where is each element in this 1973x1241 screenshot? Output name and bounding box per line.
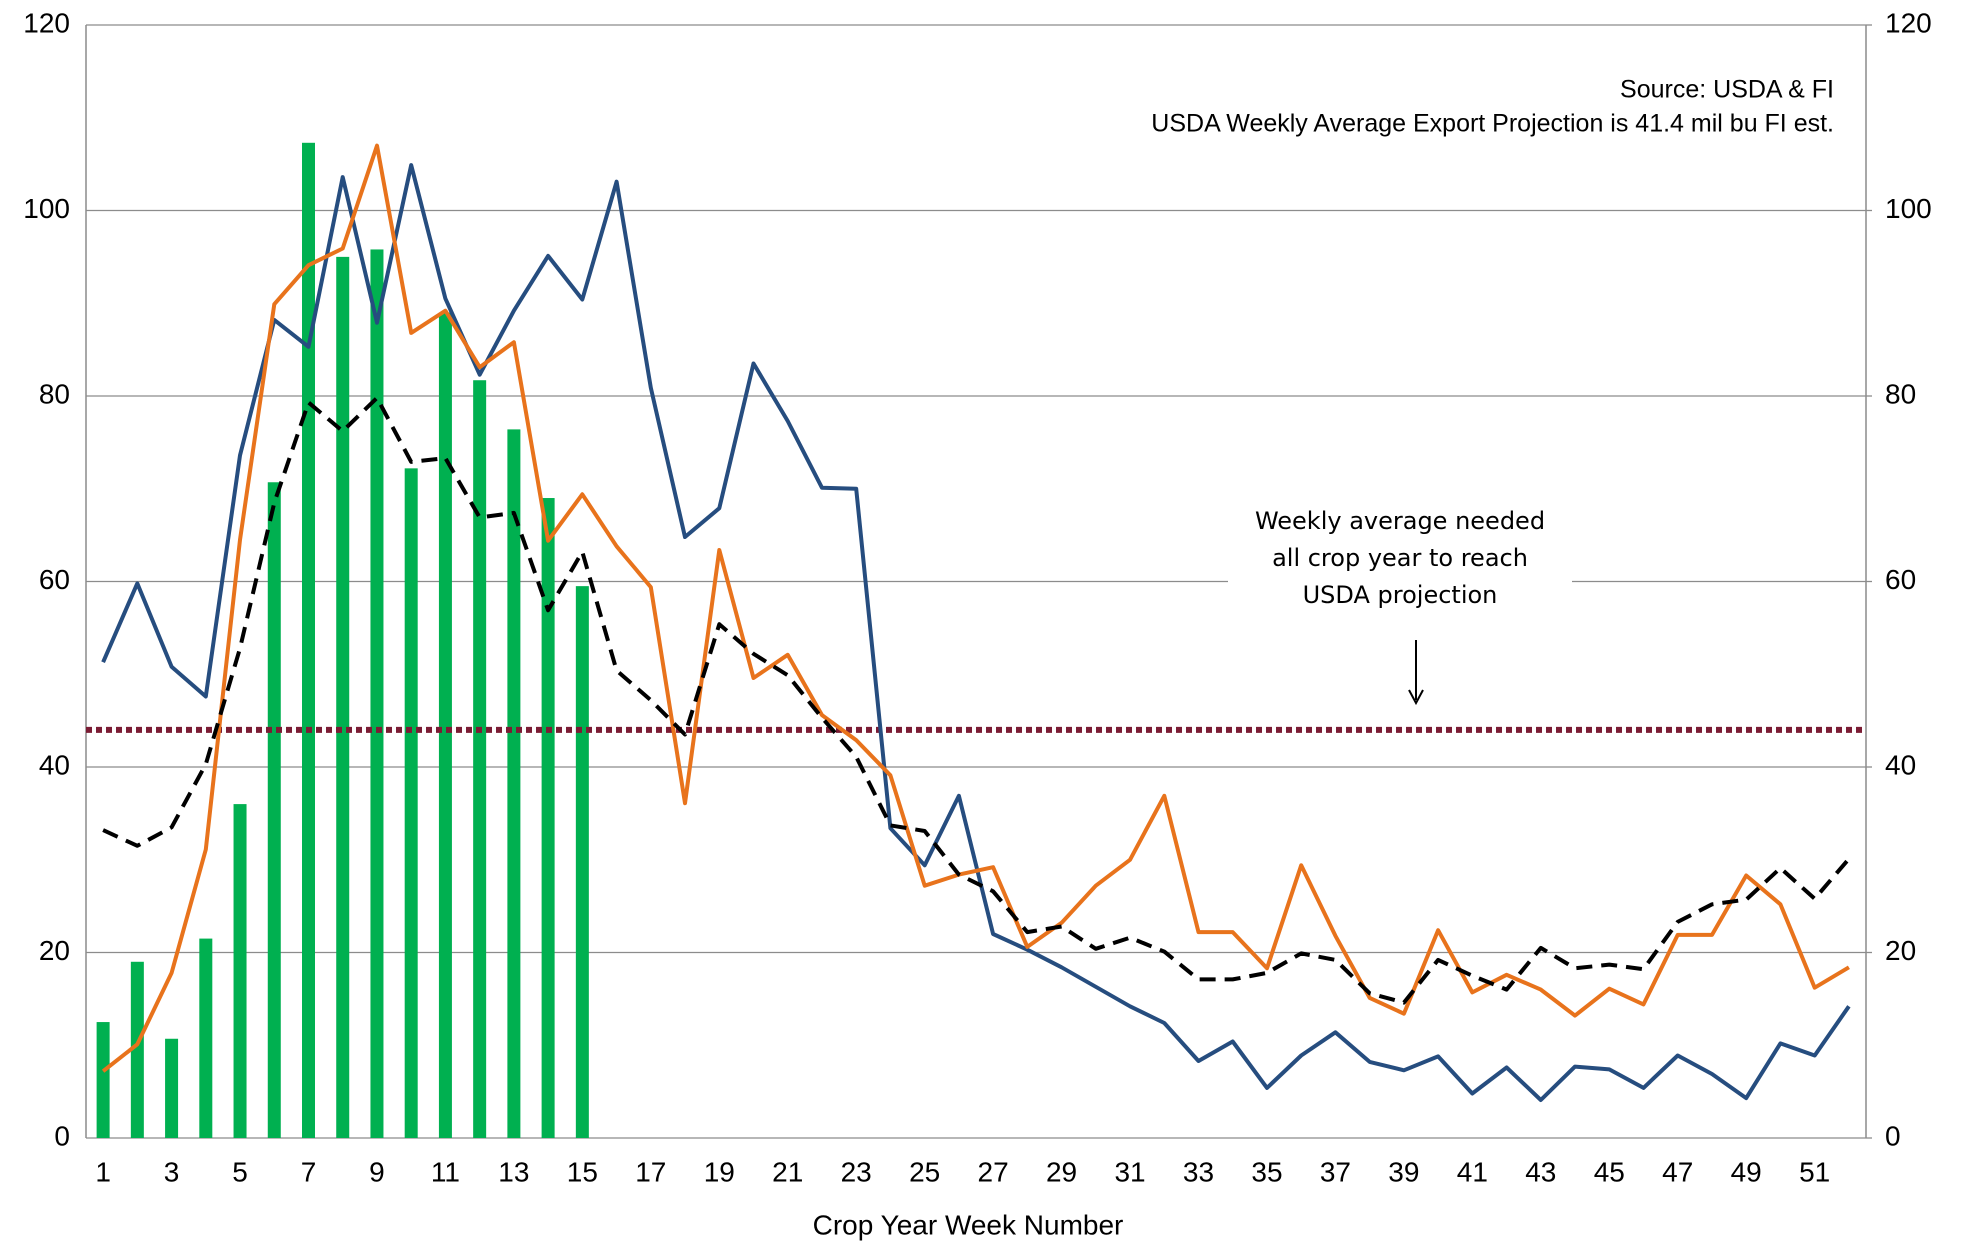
bar	[233, 804, 247, 1138]
y2-tick-label: 0	[1885, 1120, 1901, 1151]
x-tick-label: 15	[567, 1156, 598, 1187]
x-tick-label: 43	[1525, 1156, 1556, 1187]
y-tick-label: 0	[54, 1120, 70, 1151]
y2-tick-label: 80	[1885, 378, 1916, 409]
y-tick-label: 120	[23, 7, 70, 38]
y2-tick-label: 40	[1885, 749, 1916, 780]
source-note: Source: USDA & FI	[1620, 76, 1834, 104]
x-tick-label: 7	[301, 1156, 317, 1187]
y-tick-label: 60	[39, 564, 70, 595]
x-tick-label: 25	[909, 1156, 940, 1187]
source-note: USDA Weekly Average Export Projection is…	[1151, 110, 1834, 138]
x-tick-label: 31	[1114, 1156, 1145, 1187]
annotation: Weekly average needed	[1255, 507, 1545, 535]
x-tick-label: 5	[232, 1156, 248, 1187]
bar	[438, 312, 452, 1138]
line	[101, 143, 1850, 1073]
bar	[130, 961, 144, 1138]
x-tick-label: 41	[1457, 1156, 1488, 1187]
y-tick-label: 100	[23, 193, 70, 224]
y2-tick-label: 120	[1885, 7, 1932, 38]
y2-tick-label: 60	[1885, 564, 1916, 595]
x-tick-label: 37	[1320, 1156, 1351, 1187]
y2-tick-label: 20	[1885, 935, 1916, 966]
y2-tick-label: 100	[1885, 193, 1932, 224]
x-tick-label: 3	[164, 1156, 180, 1187]
x-tick-label: 11	[431, 1156, 460, 1187]
bar	[541, 498, 555, 1138]
bar	[507, 429, 521, 1138]
line	[102, 395, 1851, 1005]
marks	[86, 142, 1866, 1139]
bar	[404, 468, 418, 1139]
bar	[302, 142, 315, 1139]
x-tick-label: 27	[978, 1156, 1009, 1187]
x-tick-label: 13	[498, 1156, 529, 1187]
x-tick-label: 49	[1731, 1156, 1762, 1187]
y-tick-label: 20	[39, 935, 70, 966]
annotation-arrowhead	[1408, 689, 1424, 706]
annotation: USDA projection	[1303, 581, 1498, 609]
bar	[199, 938, 213, 1138]
bar	[96, 1022, 110, 1138]
note-background	[1228, 500, 1572, 616]
x-tick-label: 23	[841, 1156, 872, 1187]
bar	[473, 380, 487, 1138]
x-tick-label: 17	[635, 1156, 666, 1187]
x-axis-label: Crop Year Week Number	[813, 1209, 1124, 1240]
x-tick-label: 19	[704, 1156, 735, 1187]
bar	[575, 586, 589, 1138]
x-tick-label: 39	[1388, 1156, 1419, 1187]
bar	[165, 1038, 179, 1138]
grid	[85, 24, 1872, 1139]
x-tick-label: 51	[1799, 1156, 1830, 1187]
x-tick-label: 21	[772, 1156, 803, 1187]
bar	[336, 256, 350, 1138]
x-tick-label: 33	[1183, 1156, 1214, 1187]
y-tick-label: 40	[39, 749, 70, 780]
bar	[267, 482, 281, 1138]
annotation: all crop year to reach	[1272, 544, 1528, 572]
x-tick-label: 47	[1662, 1156, 1693, 1187]
y-tick-label: 80	[39, 378, 70, 409]
x-tick-label: 29	[1046, 1156, 1077, 1187]
x-tick-label: 9	[369, 1156, 385, 1187]
x-tick-label: 45	[1594, 1156, 1625, 1187]
bar	[370, 249, 384, 1138]
x-tick-label: 35	[1251, 1156, 1282, 1187]
line	[101, 163, 1851, 1102]
x-tick-label: 1	[95, 1156, 111, 1187]
